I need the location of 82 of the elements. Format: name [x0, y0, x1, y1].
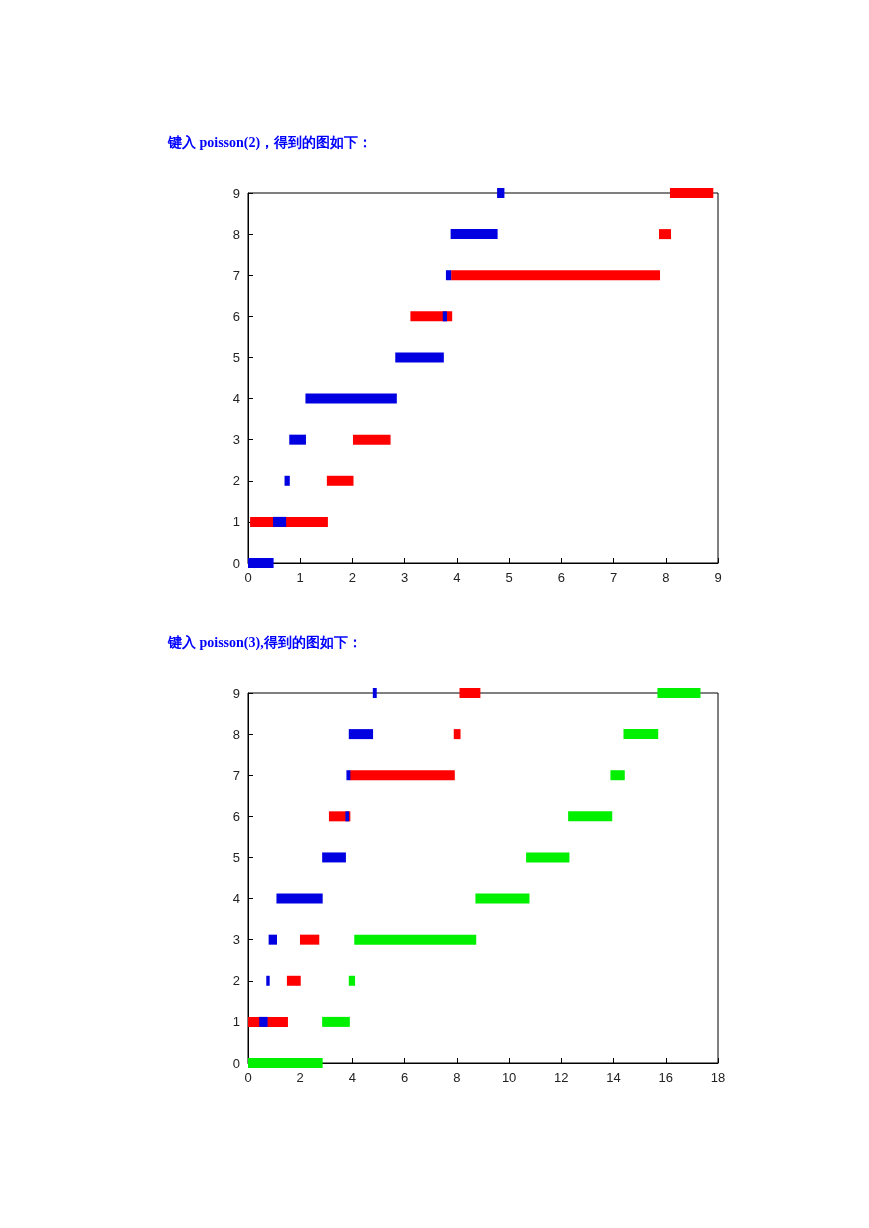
bar [410, 311, 453, 322]
bar [445, 270, 452, 281]
bar [326, 475, 354, 486]
bar [289, 434, 306, 445]
y-tick-label: 1 [232, 514, 240, 530]
bar [459, 688, 481, 698]
bar [345, 811, 350, 822]
y-tick-label: 1 [232, 1014, 240, 1030]
bar [658, 229, 671, 240]
bar [268, 934, 277, 945]
bar [526, 852, 570, 863]
y-tick-label: 5 [232, 349, 240, 365]
bar [451, 270, 661, 281]
bar [395, 352, 444, 363]
y-tick-label: 0 [232, 1055, 240, 1071]
bar [497, 188, 505, 198]
y-tick-label: 6 [232, 808, 240, 824]
x-tick-label: 8 [453, 1070, 461, 1085]
bar [475, 893, 530, 904]
bar [273, 516, 287, 527]
y-tick-label: 0 [232, 555, 240, 571]
x-tick-label: 9 [714, 570, 722, 585]
bar [657, 688, 701, 698]
x-tick-label: 8 [662, 570, 670, 585]
x-tick-label: 14 [606, 1070, 621, 1085]
x-tick-label: 16 [658, 1070, 674, 1085]
chart-title: 键入 poisson(2)，得到的图如下： [167, 134, 373, 151]
bar [568, 811, 613, 822]
bar [322, 852, 346, 863]
bar [322, 1016, 350, 1027]
y-tick-label: 7 [232, 267, 240, 283]
x-tick-label: 4 [348, 1070, 357, 1085]
y-tick-label: 4 [232, 391, 240, 407]
x-tick-label: 0 [244, 570, 252, 585]
chart-title: 键入 poisson(3),得到的图如下： [167, 634, 362, 651]
x-tick-label: 1 [296, 570, 304, 585]
y-tick-label: 8 [232, 726, 240, 742]
bar [453, 729, 461, 740]
bar [349, 770, 455, 781]
x-tick-label: 5 [505, 570, 513, 585]
y-tick-label: 7 [232, 767, 240, 783]
x-tick-label: 6 [401, 1070, 409, 1085]
bar [286, 975, 301, 986]
bar [266, 975, 270, 986]
y-tick-label: 3 [232, 432, 240, 448]
y-tick-label: 9 [232, 685, 240, 701]
bar [610, 770, 625, 781]
bar [352, 434, 391, 445]
bar [276, 893, 323, 904]
bar [259, 1016, 268, 1027]
bar [623, 729, 659, 740]
x-tick-label: 6 [557, 570, 565, 585]
bar [248, 558, 274, 568]
x-tick-label: 0 [244, 1070, 252, 1085]
x-tick-label: 2 [296, 1070, 304, 1085]
x-tick-label: 3 [401, 570, 409, 585]
bar [299, 934, 320, 945]
y-tick-label: 9 [232, 185, 240, 201]
x-tick-label: 4 [453, 570, 461, 585]
y-tick-label: 6 [232, 308, 240, 324]
bar [346, 770, 351, 781]
x-tick-label: 18 [710, 1070, 726, 1085]
y-tick-label: 4 [232, 891, 240, 907]
x-tick-label: 12 [554, 1070, 569, 1085]
bar [248, 1058, 323, 1068]
x-tick-label: 7 [609, 570, 618, 585]
bar [372, 688, 377, 698]
bar [284, 475, 290, 486]
bar [442, 311, 447, 322]
bar [669, 188, 714, 198]
y-tick-label: 8 [232, 226, 240, 242]
y-tick-label: 2 [232, 473, 240, 489]
bar [450, 229, 498, 240]
bar [348, 729, 374, 740]
bar [354, 934, 477, 945]
y-tick-label: 5 [232, 849, 240, 865]
y-tick-label: 2 [232, 973, 240, 989]
bar [305, 393, 397, 404]
y-tick-label: 3 [232, 932, 240, 948]
x-tick-label: 10 [501, 1070, 517, 1085]
bar [348, 975, 356, 986]
x-tick-label: 2 [348, 570, 357, 585]
